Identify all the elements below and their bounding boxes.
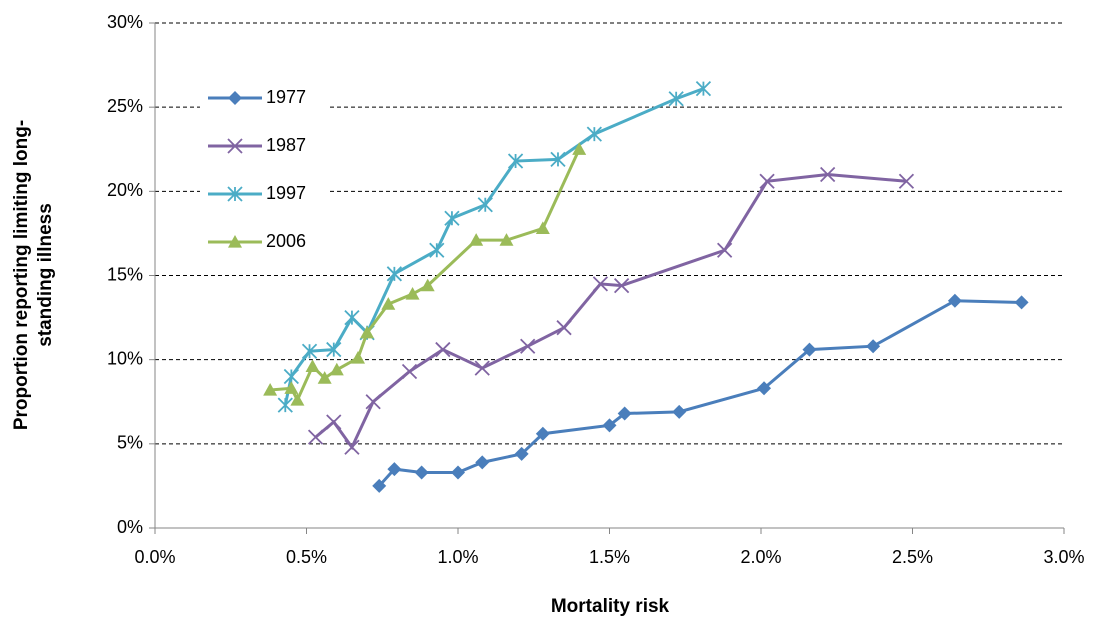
marker (420, 278, 435, 292)
y-axis-label: Proportion reporting limiting long- stan… (11, 120, 56, 430)
marker (451, 465, 465, 480)
marker (227, 186, 243, 202)
marker (477, 197, 493, 213)
marker (898, 173, 915, 189)
y-tick-label: 0% (117, 517, 143, 537)
legend-label: 1997 (266, 183, 306, 203)
x-axis-label: Mortality risk (551, 596, 670, 617)
marker (351, 350, 366, 364)
marker (820, 166, 836, 183)
x-tick-label: 2.5% (892, 547, 933, 567)
marker (617, 406, 632, 421)
y-tick-label: 10% (107, 348, 143, 368)
marker (277, 397, 293, 413)
marker (365, 394, 381, 410)
x-tick-label: 0.0% (134, 547, 175, 567)
marker (469, 233, 484, 246)
y-tick-label: 25% (107, 96, 143, 116)
legend-label: 1977 (266, 87, 306, 107)
marker (757, 381, 772, 396)
legend-box (200, 78, 330, 274)
marker (592, 276, 609, 292)
y-tick-label: 5% (117, 433, 143, 453)
marker (759, 173, 775, 189)
marker (228, 235, 242, 248)
marker (499, 233, 514, 246)
y-axis-label-line: standing illness (35, 203, 56, 347)
marker (284, 381, 299, 394)
marker (283, 368, 299, 385)
marker (535, 426, 550, 441)
y-tick-label: 15% (107, 264, 143, 284)
marker (228, 91, 242, 105)
marker (507, 153, 524, 169)
marker (572, 142, 587, 155)
marker (414, 465, 429, 480)
marker (474, 360, 490, 376)
marker (613, 277, 630, 294)
marker (435, 341, 451, 358)
marker (227, 138, 243, 154)
y-axis-label-line: Proportion reporting limiting long- (11, 120, 32, 430)
marker (386, 266, 403, 282)
marker (329, 362, 344, 376)
marker (360, 325, 375, 339)
marker (290, 393, 305, 406)
marker (344, 439, 360, 455)
x-tick-label: 3.0% (1043, 547, 1084, 567)
marker (672, 404, 687, 419)
marker (381, 297, 396, 310)
marker (372, 478, 387, 493)
marker (305, 359, 320, 372)
x-tick-label: 1.5% (589, 547, 630, 567)
marker (401, 363, 418, 380)
marker (326, 414, 342, 430)
marker (475, 455, 490, 470)
marker (301, 343, 318, 359)
marker (429, 242, 445, 258)
legend-label: 1987 (266, 135, 306, 155)
marker (317, 371, 332, 384)
marker (802, 342, 817, 357)
marker (550, 151, 566, 167)
marker (586, 126, 602, 142)
marker (514, 446, 529, 461)
series-line (378, 299, 1022, 487)
y-tick-label: 30% (107, 12, 143, 32)
marker (326, 341, 342, 358)
marker (866, 339, 881, 354)
marker (444, 210, 460, 226)
marker (535, 221, 550, 234)
x-tick-label: 1.0% (437, 547, 478, 567)
marker (405, 287, 420, 300)
series-line (283, 87, 704, 406)
marker (520, 338, 536, 354)
x-tick-label: 2.0% (740, 547, 781, 567)
x-tick-label: 0.5% (286, 547, 327, 567)
marker (556, 320, 572, 336)
marker (602, 418, 617, 433)
marker (717, 242, 733, 258)
marker (263, 382, 278, 396)
marker (1014, 295, 1029, 310)
marker (387, 462, 402, 477)
marker (695, 81, 712, 97)
series-line (314, 172, 907, 451)
marker (307, 429, 324, 445)
marker (344, 309, 360, 326)
legend-label: 2006 (266, 231, 306, 251)
y-tick-label: 20% (107, 180, 143, 200)
marker (668, 91, 684, 107)
marker (947, 293, 962, 308)
